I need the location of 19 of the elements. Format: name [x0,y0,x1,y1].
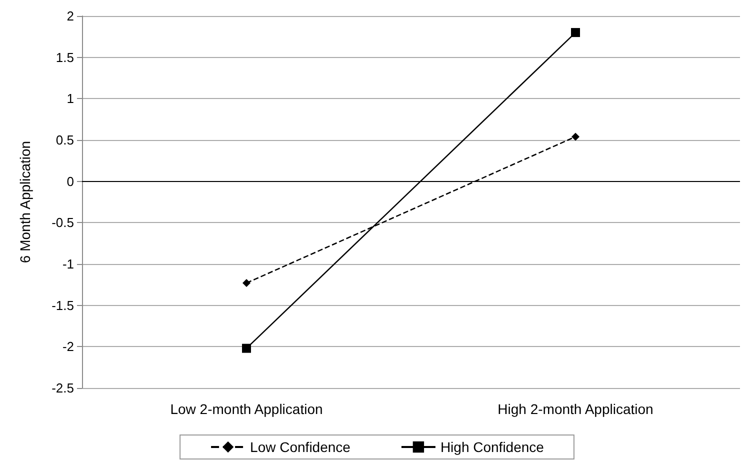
y-tick-label: -2 [62,339,74,354]
y-tick-label: 0 [66,174,74,189]
y-tick-label: 1.5 [56,50,74,65]
y-tick-label: -1 [62,256,74,272]
y-tick-label: 1 [66,91,74,106]
y-tick-label: 2 [66,8,74,24]
y-tick-label: -2.5 [52,380,74,396]
y-tick-label: -0.5 [52,215,74,230]
y-tick-label: -1.5 [52,298,74,313]
y-axis-title: 6 Month Application [17,140,33,264]
x-tick-label: Low 2-month Application [170,401,323,417]
point [571,28,580,38]
y-tick-label: 0.5 [56,132,74,148]
point [242,344,251,353]
point [242,279,250,288]
point [572,132,580,141]
legend-label: Low Confidence [250,439,351,455]
x-tick-label: High 2-month Application [498,401,654,417]
legend-label: High Confidence [440,439,544,455]
